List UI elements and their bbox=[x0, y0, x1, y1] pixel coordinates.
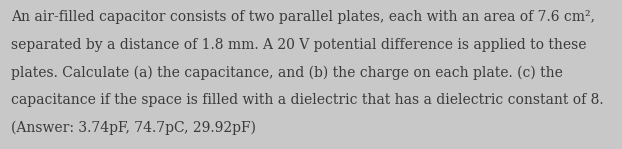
Text: separated by a distance of 1.8 mm. A 20 V potential difference is applied to the: separated by a distance of 1.8 mm. A 20 … bbox=[11, 38, 587, 52]
Text: (Answer: 3.74pF, 74.7pC, 29.92pF): (Answer: 3.74pF, 74.7pC, 29.92pF) bbox=[11, 121, 256, 135]
Text: plates. Calculate (a) the capacitance, and (b) the charge on each plate. (c) the: plates. Calculate (a) the capacitance, a… bbox=[11, 66, 563, 80]
Text: An air-filled capacitor consists of two parallel plates, each with an area of 7.: An air-filled capacitor consists of two … bbox=[11, 10, 595, 24]
Text: capacitance if the space is filled with a dielectric that has a dielectric const: capacitance if the space is filled with … bbox=[11, 93, 604, 107]
